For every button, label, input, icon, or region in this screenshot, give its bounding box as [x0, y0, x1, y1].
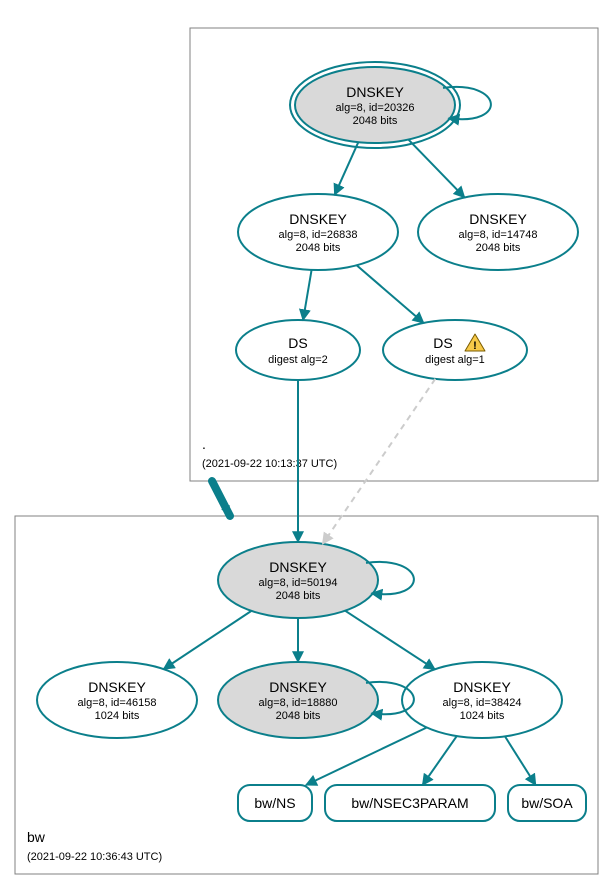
node-bw_dnskey_46158: DNSKEY alg=8, id=461581024 bits [37, 662, 197, 738]
svg-text:DNSKEY: DNSKEY [269, 559, 327, 575]
svg-text:DNSKEY: DNSKEY [88, 679, 146, 695]
svg-text:!: ! [473, 340, 477, 352]
svg-text:2048 bits: 2048 bits [296, 242, 341, 254]
svg-text:bw: bw [27, 829, 46, 845]
edge-bw_dnskey_38424-bw_nsec [423, 736, 457, 785]
edge-bw_dnskey_50194-bw_dnskey_38424 [345, 611, 435, 670]
node-bw_soa: bw/SOA [508, 785, 586, 821]
node-bw_dnskey_50194: DNSKEY alg=8, id=501942048 bits [218, 542, 378, 618]
node-bw_nsec: bw/NSEC3PARAM [325, 785, 495, 821]
dnssec-diagram: . (2021-09-22 10:13:37 UTC) bw (2021-09-22 … [0, 0, 613, 885]
svg-text:bw/NS: bw/NS [254, 795, 295, 811]
edge-root_ds_alg1-bw_dnskey_50194 [323, 379, 436, 544]
svg-text:alg=8, id=38424: alg=8, id=38424 [443, 697, 522, 709]
edge-root_dnskey_26838-root_ds_alg1 [357, 265, 424, 323]
svg-text:alg=8, id=46158: alg=8, id=46158 [78, 697, 157, 709]
svg-text:2048 bits: 2048 bits [276, 710, 321, 722]
node-bw_dnskey_18880: DNSKEY alg=8, id=188802048 bits [218, 662, 378, 738]
svg-text:2048 bits: 2048 bits [476, 242, 521, 254]
node-root_dnskey_14748: DNSKEY alg=8, id=147482048 bits [418, 194, 578, 270]
svg-text:(2021-09-22 10:13:37 UTC): (2021-09-22 10:13:37 UTC) [202, 458, 337, 470]
svg-text:2048 bits: 2048 bits [353, 115, 398, 127]
edge-bw_dnskey_38424-bw_soa [505, 736, 536, 785]
svg-text:alg=8, id=14748: alg=8, id=14748 [459, 229, 538, 241]
svg-text:alg=8, id=26838: alg=8, id=26838 [279, 229, 358, 241]
edge-bw_dnskey_50194-bw_dnskey_46158 [164, 611, 252, 669]
svg-text:DNSKEY: DNSKEY [469, 211, 527, 227]
node-root_dnskey_20326: DNSKEY alg=8, id=203262048 bits [290, 62, 460, 148]
edge-root_dnskey_20326-root_dnskey_26838 [335, 142, 359, 195]
node-root_ds_alg1: DS digest alg=1! [383, 320, 527, 380]
svg-text:DS: DS [288, 335, 307, 351]
svg-text:alg=8, id=18880: alg=8, id=18880 [259, 697, 338, 709]
node-bw_ns: bw/NS [238, 785, 312, 821]
edge-root_dnskey_20326-root_dnskey_14748 [408, 140, 464, 198]
svg-text:DNSKEY: DNSKEY [453, 679, 511, 695]
svg-text:.: . [202, 436, 206, 452]
svg-text:DNSKEY: DNSKEY [346, 84, 404, 100]
svg-text:DS: DS [433, 335, 452, 351]
node-root_ds_alg2: DS digest alg=2 [236, 320, 360, 380]
svg-text:1024 bits: 1024 bits [95, 710, 140, 722]
svg-text:alg=8, id=20326: alg=8, id=20326 [336, 102, 415, 114]
svg-text:bw/SOA: bw/SOA [521, 795, 573, 811]
svg-text:digest alg=2: digest alg=2 [268, 354, 328, 366]
svg-text:digest alg=1: digest alg=1 [425, 354, 485, 366]
svg-text:2048 bits: 2048 bits [276, 590, 321, 602]
svg-text:DNSKEY: DNSKEY [269, 679, 327, 695]
edge-root_dnskey_26838-root_ds_alg2 [303, 270, 312, 320]
svg-text:(2021-09-22 10:36:43 UTC): (2021-09-22 10:36:43 UTC) [27, 851, 162, 863]
node-bw_dnskey_38424: DNSKEY alg=8, id=384241024 bits [402, 662, 562, 738]
svg-text:bw/NSEC3PARAM: bw/NSEC3PARAM [351, 795, 468, 811]
svg-text:alg=8, id=50194: alg=8, id=50194 [259, 577, 338, 589]
svg-text:1024 bits: 1024 bits [460, 710, 505, 722]
node-root_dnskey_26838: DNSKEY alg=8, id=268382048 bits [238, 194, 398, 270]
svg-text:DNSKEY: DNSKEY [289, 211, 347, 227]
